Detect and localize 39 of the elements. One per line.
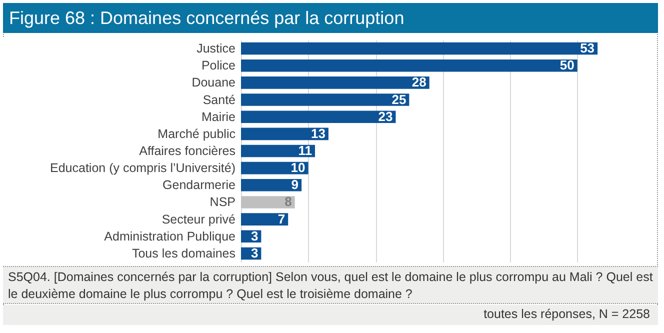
y-tick-label: Douane	[192, 76, 236, 90]
y-tick-label: Marché public	[158, 126, 236, 141]
y-tick-label: NSP	[210, 195, 236, 210]
data-label: 7	[278, 211, 286, 226]
data-label: 50	[560, 58, 574, 73]
data-label: 9	[291, 177, 299, 192]
text: toutes les réponses, N = 2258	[3, 305, 658, 325]
bar	[241, 213, 288, 226]
y-tick-label: Administration Publique	[104, 229, 236, 244]
y-tick-label: Santé	[202, 92, 236, 107]
data-label: 8	[284, 194, 292, 210]
data-label: 53	[580, 40, 595, 56]
data-label: 28	[412, 74, 426, 90]
y-tick-label: Secteur privé	[162, 212, 236, 226]
data-label: 13	[310, 126, 326, 141]
bar	[241, 76, 430, 89]
y-tick-label: Education (y compris l’Université)	[50, 161, 236, 176]
bar	[241, 196, 295, 208]
chart-title: Figure 68 : Domaines concernés par la corruption	[3, 3, 658, 33]
bar	[241, 144, 315, 158]
y-tick-label: Justice	[196, 42, 236, 56]
data-label: 25	[392, 92, 406, 107]
data-label: 3	[250, 245, 258, 260]
y-tick-label: Affaires foncières	[139, 144, 236, 158]
bar	[241, 110, 396, 123]
data-label: 10	[290, 160, 306, 176]
y-tick-label: Police	[201, 58, 236, 73]
y-tick-label: Mairie	[201, 110, 236, 124]
data-label: 11	[298, 143, 312, 158]
data-label: 23	[378, 108, 393, 124]
bar	[241, 128, 328, 140]
text: S5Q04. [Domaines concernés par la corruption] Selon vous, quel est le domaine le plus corrompu au Mali ? Quel est le deuxième domaine le plus corrompu ? Quel est le troisième domaine ?	[3, 266, 658, 304]
bar	[241, 94, 410, 106]
bar	[241, 59, 578, 72]
bar	[241, 179, 302, 192]
data-label: 3	[250, 228, 258, 244]
bar	[241, 42, 598, 55]
y-tick-label: Tous les domaines	[132, 246, 236, 260]
y-tick-label: Gendarmerie	[162, 178, 236, 192]
